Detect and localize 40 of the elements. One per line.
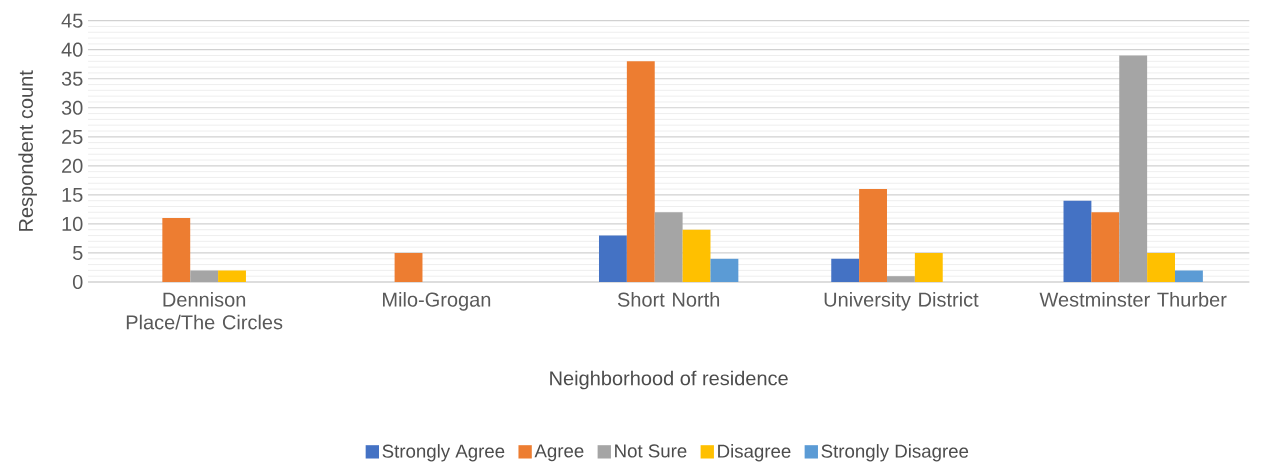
y-tick-label: 10 bbox=[62, 216, 83, 231]
bar bbox=[1091, 212, 1120, 282]
bar bbox=[1119, 55, 1148, 282]
y-tick-label: 0 bbox=[72, 274, 83, 290]
bar bbox=[1147, 252, 1175, 282]
y-tick-label: 20 bbox=[62, 158, 83, 173]
y-tick-label: 45 bbox=[61, 13, 83, 28]
x-tick-label: University District bbox=[824, 292, 979, 311]
y-tick-label: 40 bbox=[61, 42, 83, 57]
bar bbox=[218, 270, 246, 282]
bar bbox=[710, 258, 739, 282]
bar bbox=[886, 276, 915, 282]
x-tick-label: Dennison Place/The Circles bbox=[126, 292, 283, 330]
legend-label: Disagree bbox=[718, 444, 791, 462]
y-tick-label: 25 bbox=[62, 129, 83, 144]
y-axis-title: Respondent count bbox=[18, 70, 37, 231]
bar bbox=[598, 235, 627, 282]
bar bbox=[831, 258, 860, 282]
bar bbox=[1175, 270, 1203, 282]
x-tick-label: Milo-Grogan bbox=[383, 292, 491, 311]
bar bbox=[1063, 200, 1092, 282]
bar bbox=[626, 61, 655, 282]
bar bbox=[394, 252, 423, 282]
bar bbox=[654, 212, 683, 282]
bar bbox=[682, 229, 711, 282]
bar bbox=[162, 218, 191, 282]
x-tick-label: Westminster Thurber bbox=[1039, 292, 1227, 307]
legend-label: Not Sure bbox=[615, 444, 687, 458]
y-tick-label: 35 bbox=[61, 71, 83, 86]
bar bbox=[859, 189, 887, 282]
bar bbox=[914, 252, 943, 282]
legend-label: Agree bbox=[534, 444, 584, 462]
y-tick-label: 5 bbox=[72, 245, 83, 260]
y-tick-label: 30 bbox=[61, 100, 83, 115]
legend-label: Strongly Disagree bbox=[821, 444, 969, 462]
legend-label: Strongly Agree bbox=[382, 444, 505, 462]
bar bbox=[190, 270, 219, 282]
x-axis-title: Neighborhood of residence bbox=[550, 370, 788, 390]
x-tick-label: Short North bbox=[617, 292, 720, 307]
y-tick-label: 15 bbox=[62, 187, 83, 202]
